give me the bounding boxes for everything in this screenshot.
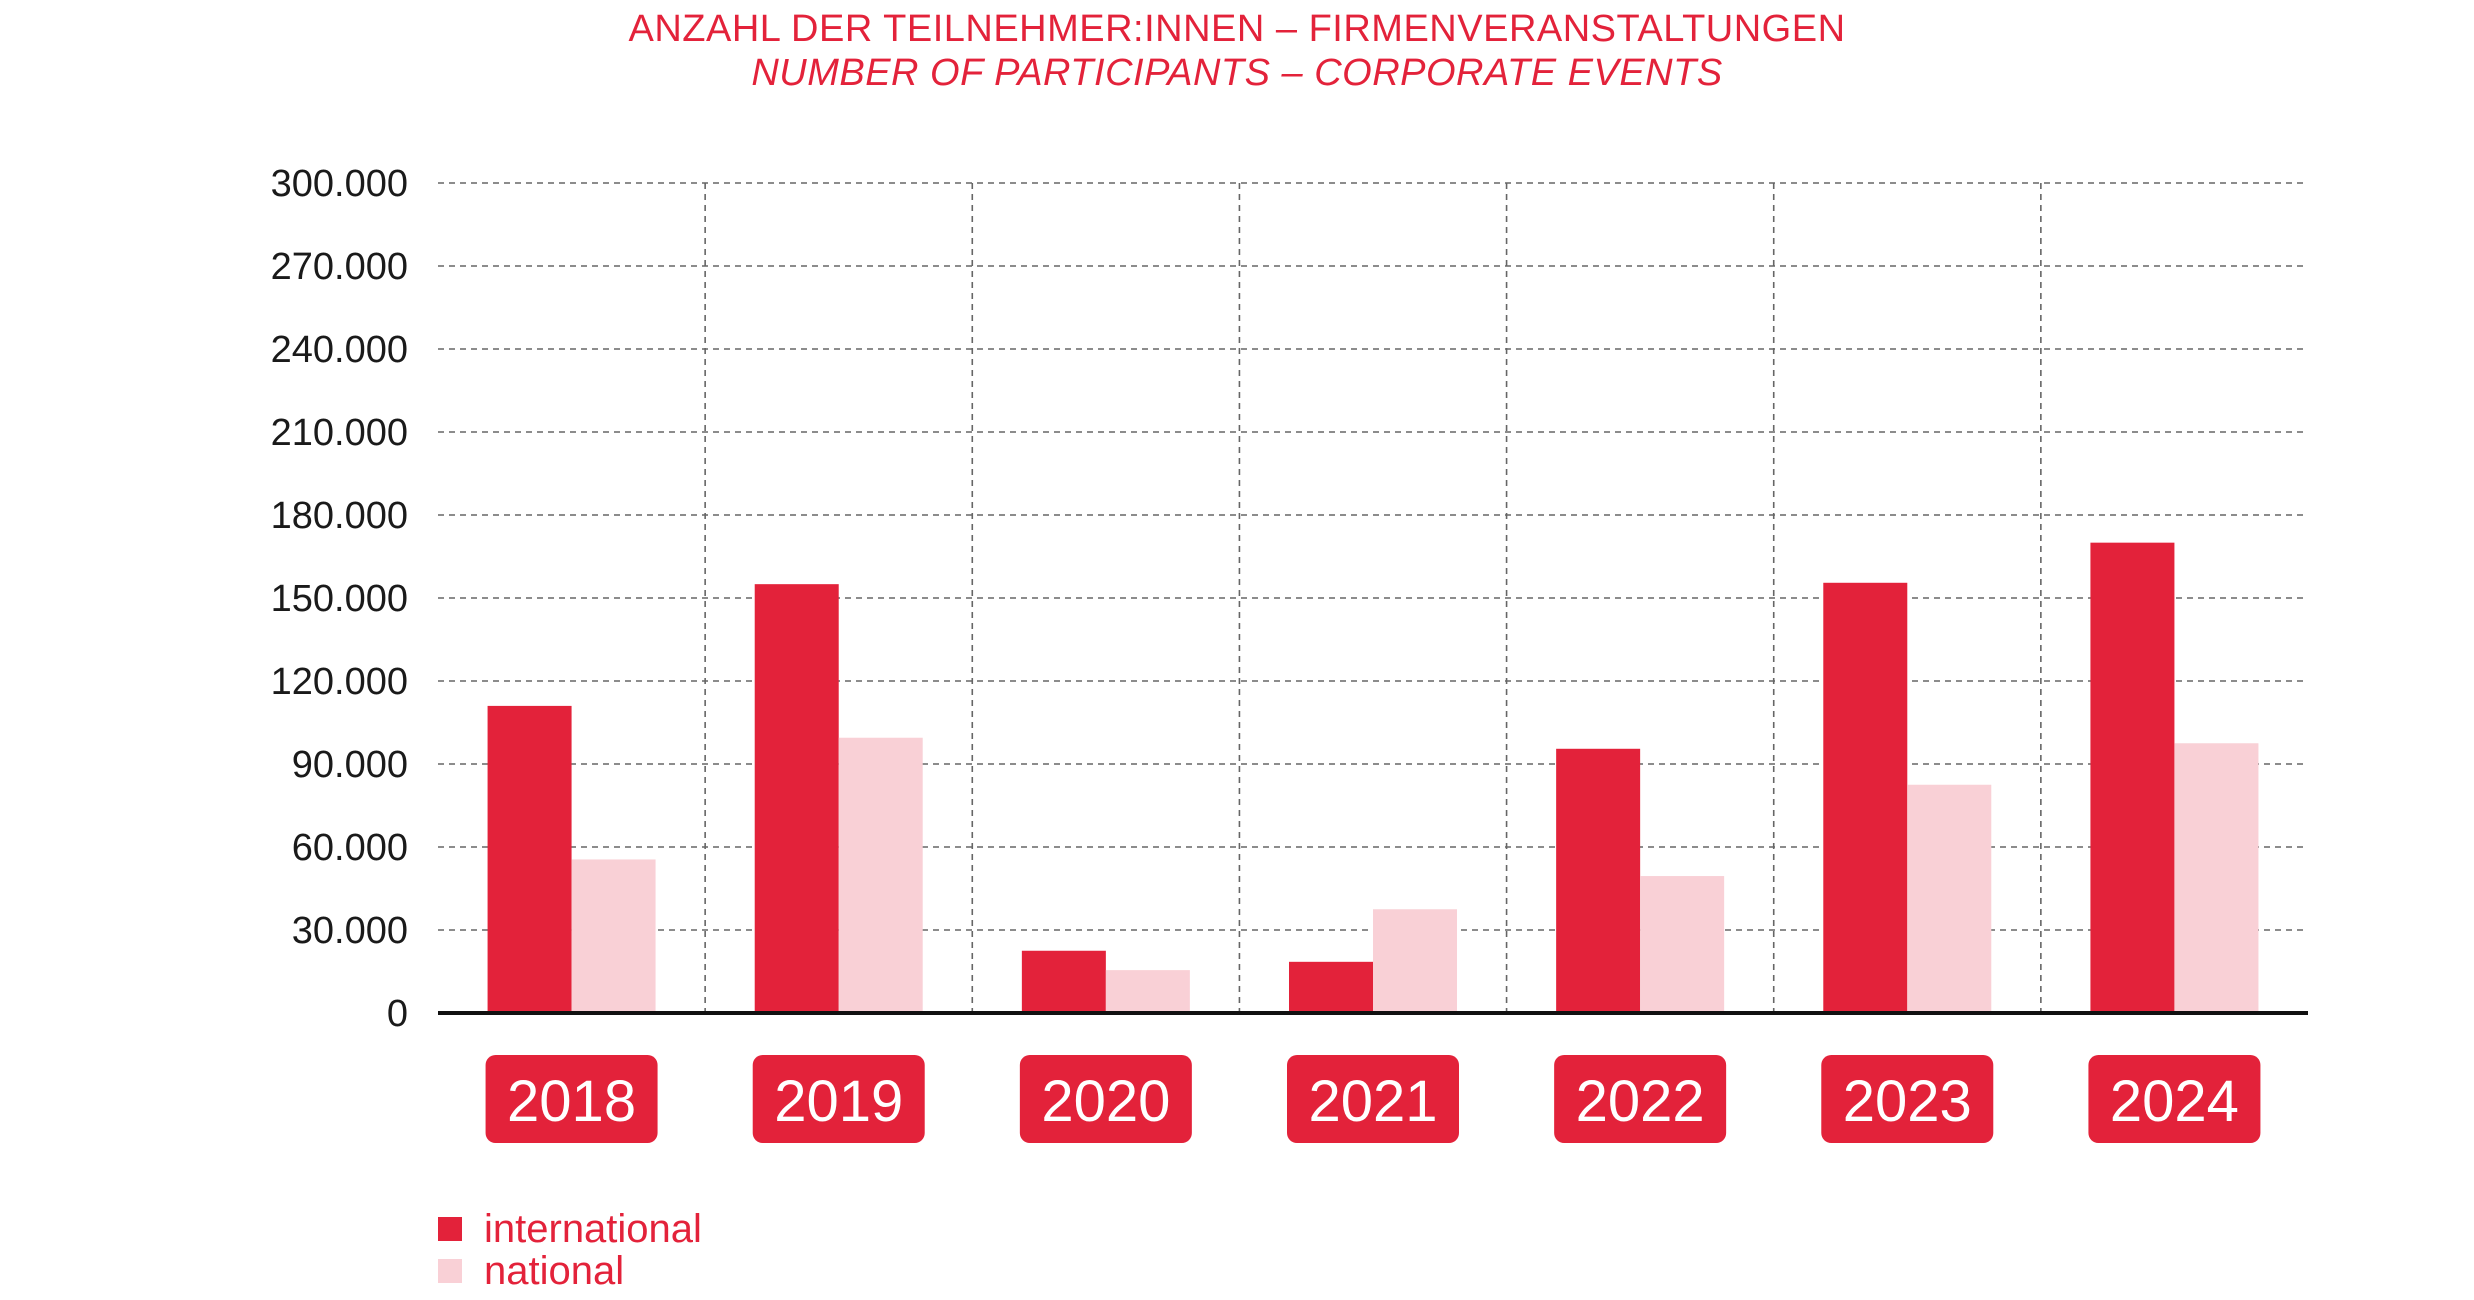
year-badge [1287, 1055, 1459, 1143]
bar-international-2022 [1556, 748, 1641, 1013]
y-tick-label: 90.000 [292, 744, 408, 786]
bar-international-2019 [754, 584, 839, 1013]
grid [438, 182, 2308, 1013]
bar-national-2021 [1373, 909, 1457, 1013]
bar-international-2021 [1289, 961, 1373, 1013]
y-tick-label: 240.000 [271, 329, 408, 371]
y-tick-label: 180.000 [271, 495, 408, 537]
chart-title: ANZAHL DER TEILNEHMER:INNEN – FIRMENVERA… [628, 8, 1846, 50]
legend: international national [438, 1208, 702, 1292]
y-tick-label: 120.000 [271, 661, 408, 703]
bar-national-2022 [1640, 876, 1725, 1013]
year-badge [1554, 1055, 1727, 1143]
bars [487, 542, 2259, 1013]
legend-label-national: national [484, 1249, 625, 1293]
x-tick-label: 2020 [1041, 1069, 1170, 1134]
year-badge [752, 1055, 925, 1143]
x-tick-label: 2021 [1308, 1069, 1437, 1134]
chart-subtitle: NUMBER OF PARTICIPANTS – CORPORATE EVENT… [751, 52, 1723, 94]
year-badge [485, 1055, 658, 1143]
x-tick-labels: 2018 2019 2020 2021 2022 2023 2024 [485, 1055, 2261, 1143]
bar-national-2020 [1105, 970, 1190, 1013]
year-badge [1019, 1055, 1192, 1143]
x-tick-label: 2018 [507, 1069, 636, 1134]
bar-international-2018 [487, 705, 572, 1013]
bar-national-2024 [2174, 743, 2259, 1013]
y-tick-labels: 0 30.000 60.000 90.000 120.000 150.000 180.000… [271, 163, 408, 1035]
y-tick-label: 30.000 [292, 910, 408, 952]
y-tick-label: 300.000 [271, 163, 408, 205]
legend-item-national: national [438, 1250, 702, 1292]
legend-item-international: international [438, 1208, 702, 1250]
x-tick-label: 2023 [1843, 1069, 1972, 1134]
year-badge [1821, 1055, 1994, 1143]
y-tick-label: 150.000 [271, 578, 408, 620]
y-tick-label: 0 [387, 993, 408, 1035]
y-tick-label: 60.000 [292, 827, 408, 869]
x-tick-label: 2019 [774, 1069, 903, 1134]
legend-swatch-international [438, 1217, 462, 1241]
year-badge [2088, 1055, 2261, 1143]
bar-national-2018 [571, 859, 656, 1013]
bar-international-2020 [1021, 950, 1106, 1013]
bar-international-2023 [1823, 582, 1908, 1013]
bar-national-2023 [1907, 784, 1992, 1013]
bar-international-2024 [2090, 542, 2175, 1013]
bar-national-2019 [838, 737, 923, 1013]
x-tick-label: 2022 [1576, 1069, 1705, 1134]
legend-label-international: international [484, 1207, 702, 1251]
x-tick-label: 2024 [2110, 1069, 2239, 1134]
legend-swatch-national [438, 1259, 462, 1283]
y-tick-label: 270.000 [271, 246, 408, 288]
y-tick-label: 210.000 [271, 412, 408, 454]
